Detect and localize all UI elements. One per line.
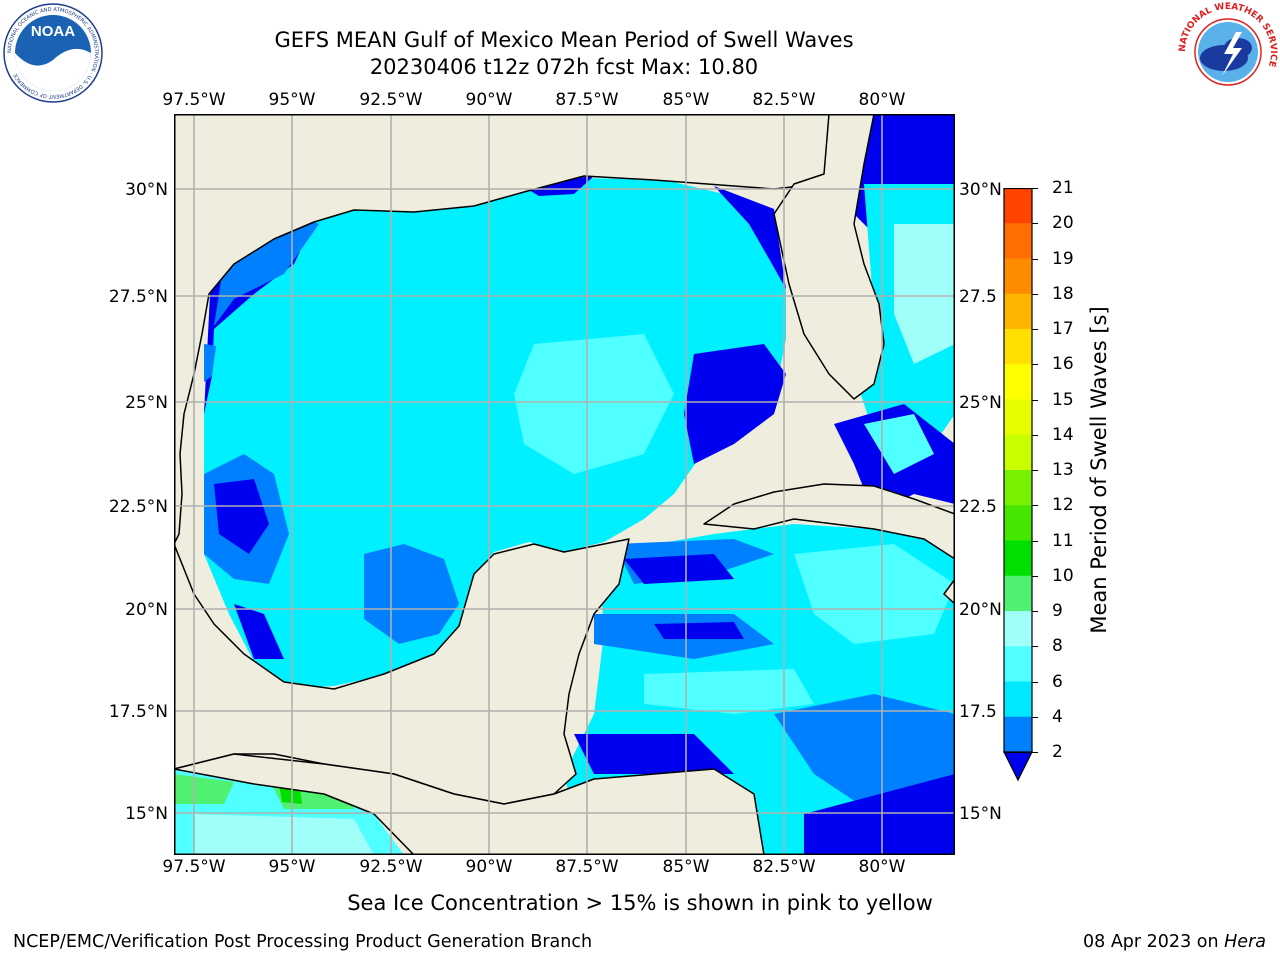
lat-tick-left: 20°N [125, 600, 168, 620]
lat-tick-right: 30°N [959, 180, 1002, 200]
colorbar-tick-mark [1032, 258, 1038, 260]
colorbar-tick-mark [1032, 716, 1038, 718]
colorbar-band [1004, 434, 1032, 471]
lat-tick-left: 15°N [125, 804, 168, 824]
colorbar-tick-mark [1032, 505, 1038, 507]
lon-tick-top: 92.5°W [359, 90, 423, 110]
colorbar-tick-label: 13 [1052, 460, 1074, 480]
colorbar-band [1004, 188, 1032, 224]
colorbar-band [1004, 364, 1032, 400]
lon-tick-top: 95°W [268, 90, 316, 110]
colorbar-band [1004, 716, 1032, 753]
colorbar-tick-label: 2 [1052, 742, 1063, 762]
lat-tick-right: 17.5 [959, 702, 997, 722]
lat-tick-left: 25°N [125, 393, 168, 413]
lon-tick-bottom: 92.5°W [359, 857, 423, 877]
lat-tick-right: 25°N [959, 393, 1002, 413]
nws-logo: NATIONAL WEATHER SERVICE [1178, 2, 1278, 102]
colorbar-tick-label: 18 [1052, 283, 1074, 304]
plot-subtitle: 20230406 t12z 072h fcst Max: 10.80 [369, 55, 759, 79]
colorbar-tick-label: 19 [1052, 248, 1074, 269]
colorbar-band [1004, 470, 1032, 506]
coastlines [174, 114, 955, 855]
colorbar-tick-label: 12 [1052, 495, 1074, 516]
colorbar-band [1004, 399, 1032, 436]
colorbar-tick-mark [1032, 399, 1038, 401]
colorbar-tick-mark [1032, 540, 1038, 542]
colorbar-extend-min [1003, 751, 1033, 782]
noaa-logo-text: NOAA [31, 23, 75, 40]
lat-tick-right: 27.5 [959, 287, 997, 307]
colorbar-tick-mark [1032, 611, 1038, 612]
colorbar-title: Mean Period of Swell Waves [s] [1087, 306, 1111, 634]
colorbar-band [1004, 223, 1032, 259]
colorbar-tick-mark [1032, 364, 1038, 366]
colorbar-band [1004, 681, 1032, 718]
colorbar-tick-label: 20 [1052, 213, 1074, 234]
lon-tick-top: 97.5°W [162, 90, 226, 110]
lon-tick-bottom: 80°W [858, 857, 906, 877]
colorbar-tick-mark [1032, 575, 1038, 577]
footer-host: Hera [1224, 932, 1266, 952]
noaa-logo: NOAA NATIONAL OCEANIC AND ATMOSPHERIC AD… [2, 2, 104, 104]
lat-tick-right: 20°N [959, 600, 1002, 620]
footer-date-text: 08 Apr 2023 on [1083, 932, 1225, 952]
colorbar-tick-mark [1032, 223, 1038, 225]
lon-tick-top: 90°W [465, 90, 513, 110]
colorbar-band [1004, 293, 1032, 330]
lon-tick-top: 82.5°W [752, 90, 816, 110]
lat-tick-left: 30°N [125, 180, 168, 200]
map-panel [174, 114, 955, 855]
colorbar-tick-label: 8 [1052, 636, 1063, 657]
lon-tick-bottom: 82.5°W [752, 857, 816, 877]
colorbar-band [1004, 611, 1032, 647]
colorbar-tick-label: 15 [1052, 389, 1074, 410]
colorbar-tick-mark [1032, 188, 1038, 189]
lon-tick-bottom: 87.5°W [555, 857, 619, 877]
colorbar-tick-label: 11 [1052, 530, 1074, 551]
lon-tick-top: 80°W [858, 90, 906, 110]
colorbar-tick-mark [1032, 681, 1038, 683]
colorbar-tick-label: 17 [1052, 319, 1074, 339]
lon-tick-bottom: 95°W [268, 857, 316, 877]
graticule [174, 114, 955, 855]
swell-period-field [174, 114, 955, 855]
colorbar-band [1004, 505, 1032, 541]
lat-tick-left: 22.5°N [108, 497, 168, 517]
colorbar [1002, 188, 1034, 782]
colorbar-band [1004, 329, 1032, 365]
footer-org: NCEP/EMC/Verification Post Processing Pr… [13, 932, 593, 952]
colorbar-tick-label: 14 [1052, 424, 1074, 445]
lon-tick-top: 85°W [662, 90, 710, 110]
plot-title: GEFS MEAN Gulf of Mexico Mean Period of … [274, 28, 854, 52]
colorbar-tick-mark [1032, 293, 1038, 295]
colorbar-tick-label: 21 [1052, 178, 1074, 198]
colorbar-tick-label: 4 [1052, 706, 1063, 727]
colorbar-tick-mark [1032, 470, 1038, 471]
colorbar-tick-mark [1032, 752, 1038, 753]
lat-tick-left: 27.5°N [108, 287, 168, 307]
colorbar-tick-label: 6 [1052, 671, 1063, 692]
colorbar-band [1004, 540, 1032, 577]
colorbar-band [1004, 575, 1032, 612]
lon-tick-top: 87.5°W [555, 90, 619, 110]
colorbar-tick-mark [1032, 646, 1038, 648]
sea-ice-note: Sea Ice Concentration > 15% is shown in … [347, 891, 933, 915]
colorbar-tick-mark [1032, 434, 1038, 436]
lat-tick-left: 17.5°N [108, 702, 168, 722]
colorbar-tick-label: 9 [1052, 601, 1063, 621]
colorbar-tick-label: 10 [1052, 565, 1074, 586]
colorbar-band [1004, 258, 1032, 295]
colorbar-tick-label: 16 [1052, 354, 1074, 375]
lat-tick-right: 15°N [959, 804, 1002, 824]
footer-date: 08 Apr 2023 on Hera [1083, 932, 1266, 952]
lon-tick-bottom: 97.5°W [162, 857, 226, 877]
lon-tick-bottom: 90°W [465, 857, 513, 877]
lat-tick-right: 22.5 [959, 497, 997, 517]
colorbar-tick-mark [1032, 329, 1038, 330]
lon-tick-bottom: 85°W [662, 857, 710, 877]
colorbar-band [1004, 646, 1032, 682]
map-frame [174, 114, 955, 855]
